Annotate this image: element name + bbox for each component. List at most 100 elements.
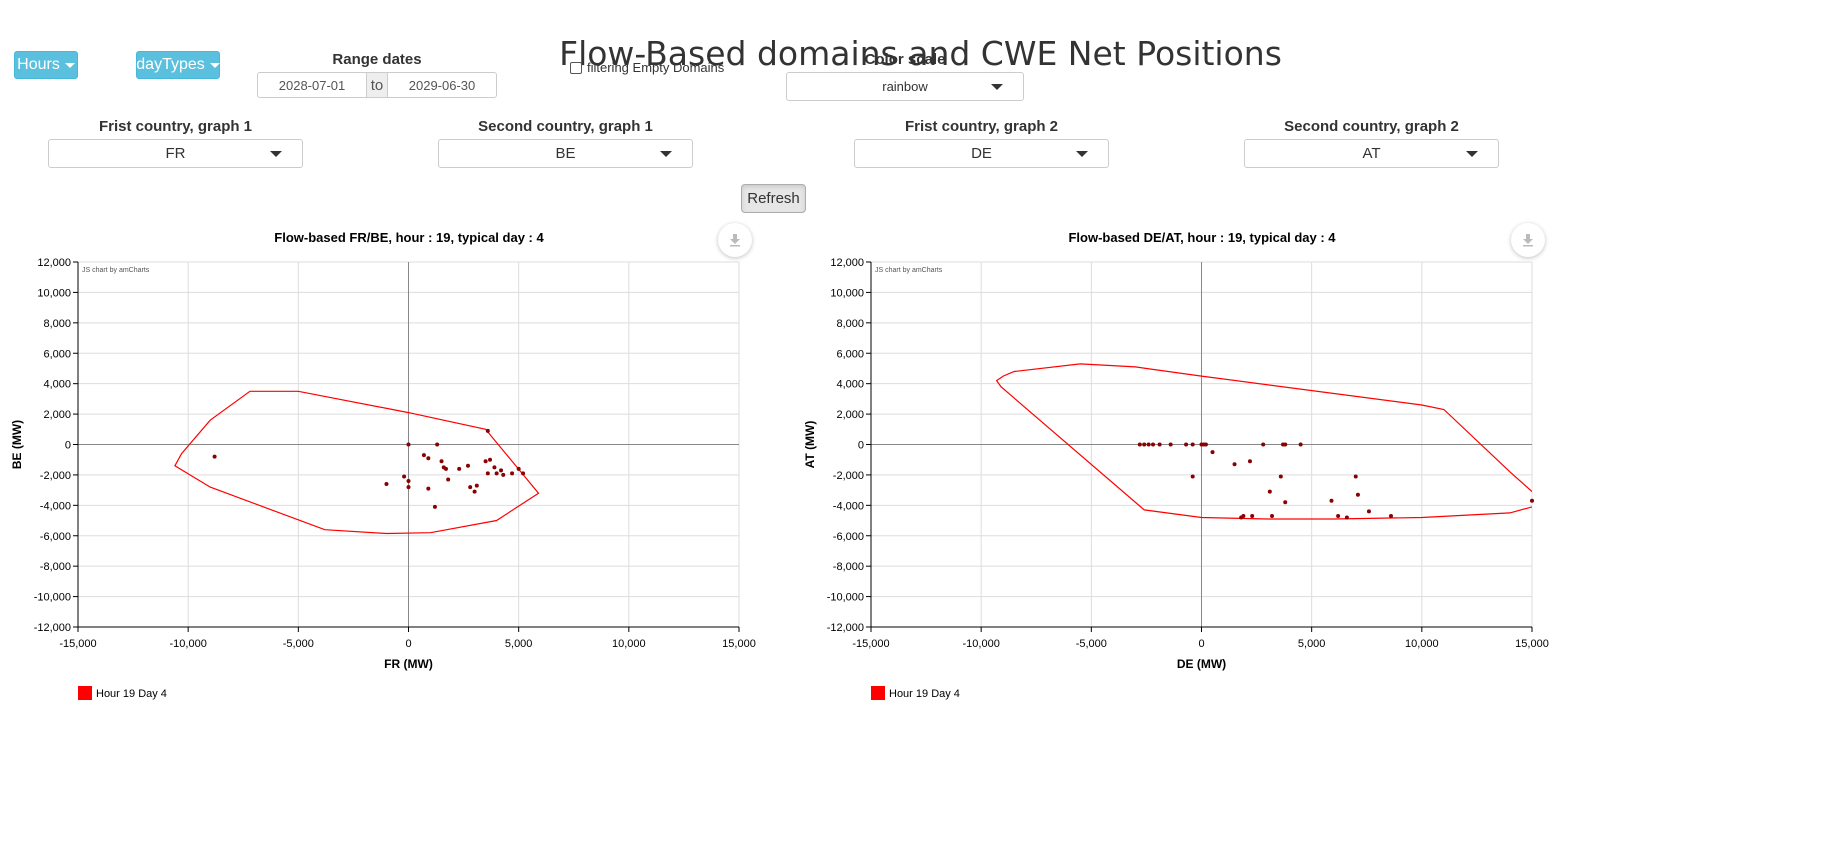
net-position-point [1184, 442, 1189, 447]
net-position-point [501, 472, 506, 477]
net-position-point [1241, 513, 1246, 518]
legend-swatch[interactable] [78, 686, 92, 700]
country1-graph2-value: DE [971, 145, 992, 162]
net-position-point [406, 442, 411, 447]
net-position-point [1344, 515, 1349, 520]
chevron-down-icon [660, 150, 672, 157]
hours-dropdown-button[interactable]: Hours [14, 51, 78, 79]
chart2-scatter-plot: -15,000 -10,000 -5,000 0 5,000 10,000 15,000 12… [803, 257, 1549, 700]
chart1-title: Flow-based FR/BE, hour : 19, typical day… [274, 230, 544, 245]
net-position-point [1261, 442, 1266, 447]
net-position-point [521, 471, 526, 476]
y-tick-label: 10,000 [37, 287, 71, 299]
net-position-point [499, 468, 504, 473]
y-tick-label: -2,000 [833, 470, 864, 482]
chart2-export-button[interactable] [1511, 223, 1545, 257]
download-icon [1523, 234, 1533, 247]
legend-label[interactable]: Hour 19 Day 4 [96, 688, 167, 700]
y-tick-label: -2,000 [40, 470, 71, 482]
country2-graph2-select[interactable]: AT [1244, 139, 1499, 168]
net-position-point [406, 485, 411, 490]
y-tick-label: 4,000 [43, 379, 71, 391]
y-tick-label: 0 [858, 440, 864, 452]
legend-label[interactable]: Hour 19 Day 4 [889, 688, 960, 700]
x-tick-label: 15,000 [1515, 638, 1549, 650]
chart2-title: Flow-based DE/AT, hour : 19, typical day… [1068, 230, 1336, 245]
x-tick-label: -10,000 [170, 638, 207, 650]
filter-empty-domains-checkbox[interactable] [570, 62, 582, 74]
net-position-point [1137, 442, 1142, 447]
net-position-point [1283, 442, 1288, 447]
net-position-point [472, 489, 477, 494]
net-position-point [1250, 513, 1255, 518]
net-position-point [485, 428, 490, 433]
net-position-point [485, 471, 490, 476]
net-position-point [426, 456, 431, 461]
net-position-point [212, 454, 217, 459]
country1-graph2-label: Frist country, graph 2 [904, 118, 1059, 135]
net-position-point [1142, 442, 1147, 447]
country2-graph1-select[interactable]: BE [438, 139, 693, 168]
daytypes-label: dayTypes [136, 56, 205, 73]
date-from-input[interactable]: 2028-07-01 [257, 72, 367, 98]
net-position-point [1530, 498, 1534, 503]
net-position-point [494, 471, 499, 476]
net-position-point [1267, 489, 1272, 494]
chevron-down-icon [991, 83, 1003, 90]
net-position-point [516, 466, 521, 471]
country1-graph1-select[interactable]: FR [48, 139, 303, 168]
chart1-export-button[interactable] [718, 223, 752, 257]
color-scale-select[interactable]: rainbow [786, 72, 1024, 101]
net-position-point [457, 466, 462, 471]
net-position-point [1232, 462, 1237, 467]
y-tick-label: -8,000 [40, 561, 71, 573]
x-tick-label: 5,000 [505, 638, 533, 650]
color-scale-label: Color scale [864, 51, 946, 68]
legend-swatch[interactable] [871, 686, 885, 700]
net-position-point [432, 504, 437, 509]
net-position-point [443, 466, 448, 471]
y-tick-label: 4,000 [836, 379, 864, 391]
country1-graph1-value: FR [165, 145, 186, 162]
y-tick-label: 10,000 [830, 287, 864, 299]
flow-domain-polygon [174, 390, 540, 535]
net-position-point [488, 457, 493, 462]
net-position-point [402, 474, 407, 479]
x-tick-label: 0 [405, 638, 411, 650]
caret-down-icon [64, 62, 75, 68]
net-position-point [1168, 442, 1173, 447]
chart-credit: JS chart by amCharts [82, 267, 150, 274]
date-to-input[interactable]: 2029-06-30 [387, 72, 497, 98]
net-position-point [1247, 459, 1252, 464]
country2-graph2-label: Second country, graph 2 [1284, 118, 1459, 135]
net-position-point [1190, 474, 1195, 479]
y-tick-label: -6,000 [833, 531, 864, 543]
x-tick-label: 5,000 [1298, 638, 1326, 650]
y-tick-label: 2,000 [836, 409, 864, 421]
net-position-point [1146, 442, 1151, 447]
net-position-point [426, 486, 431, 491]
x-tick-label: 15,000 [722, 638, 756, 650]
country2-graph1-value: BE [555, 145, 576, 162]
net-position-point [1270, 513, 1275, 518]
net-position-point [1210, 450, 1215, 455]
y-axis-label: BE (MW) [10, 420, 24, 469]
net-position-point [1353, 474, 1358, 479]
y-tick-label: 8,000 [836, 318, 864, 330]
color-scale-value: rainbow [882, 79, 928, 94]
daytypes-dropdown-button[interactable]: dayTypes [136, 51, 220, 79]
chart-credit: JS chart by amCharts [875, 267, 943, 274]
country1-graph2-select[interactable]: DE [854, 139, 1109, 168]
net-position-point [474, 483, 479, 488]
refresh-button[interactable]: Refresh [741, 184, 806, 213]
x-tick-label: -5,000 [283, 638, 314, 650]
net-position-point [1298, 442, 1303, 447]
chevron-down-icon [270, 150, 282, 157]
x-tick-label: 0 [1198, 638, 1204, 650]
y-tick-label: 6,000 [836, 348, 864, 360]
net-position-point [446, 477, 451, 482]
x-tick-label: 10,000 [612, 638, 646, 650]
y-tick-label: -10,000 [34, 592, 71, 604]
net-position-point [1355, 492, 1360, 497]
y-tick-label: 0 [65, 440, 71, 452]
